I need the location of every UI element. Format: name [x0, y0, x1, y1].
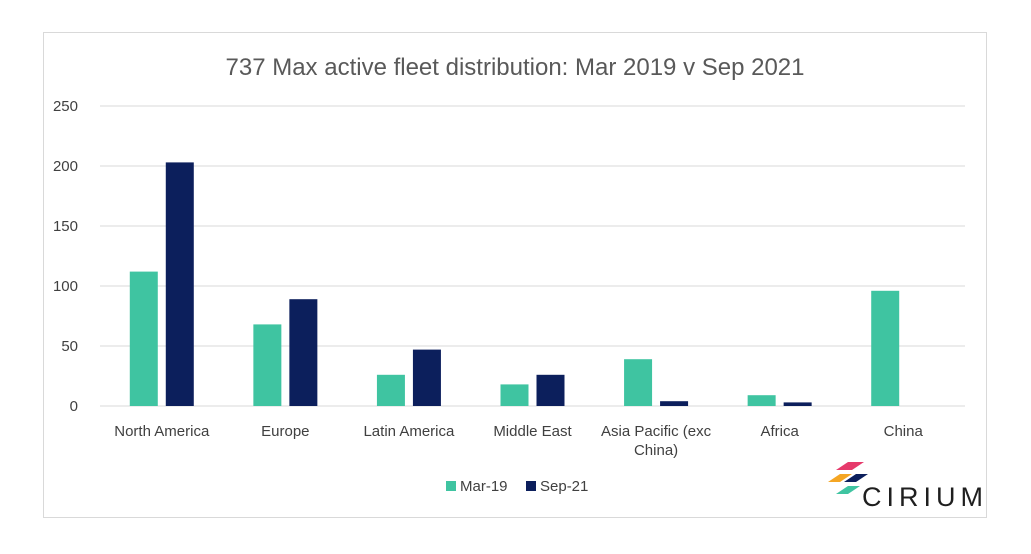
cirium-logo-mark [828, 462, 868, 494]
bar-sep-21-4 [660, 401, 689, 406]
cirium-logo-text: CIRIUM [862, 482, 988, 512]
cirium-logo: CIRIUM [828, 462, 988, 512]
gridlines [100, 105, 965, 407]
x-tick-label-line: Middle East [493, 423, 572, 440]
x-tick-label: North America [114, 423, 210, 440]
bars [129, 162, 900, 406]
logo-shape-red [836, 462, 864, 470]
bar-mar-19-5 [747, 395, 776, 406]
logo-shape-orange [828, 474, 852, 482]
legend-swatch-sep-21 [526, 481, 536, 491]
y-tick-label: 150 [53, 218, 78, 235]
x-tick-label-line: Latin America [363, 423, 455, 440]
logo-shape-teal [836, 486, 860, 494]
bar-sep-21-0 [165, 162, 194, 406]
bar-sep-21-1 [289, 299, 318, 406]
y-tick-label: 250 [53, 98, 78, 115]
x-tick-label: Asia Pacific (exc China) [601, 423, 712, 459]
y-tick-label: 50 [61, 338, 78, 355]
bar-sep-21-3 [536, 374, 565, 406]
bar-mar-19-0 [129, 271, 158, 406]
x-tick-label-line: Africa [760, 423, 799, 440]
x-tick-label-line: China) [634, 442, 678, 459]
x-tick-label: China [884, 423, 924, 440]
bar-mar-19-2 [376, 374, 405, 406]
bar-sep-21-2 [412, 349, 441, 406]
legend-label-mar-19: Mar-19 [460, 478, 508, 495]
y-tick-label: 200 [53, 158, 78, 175]
y-tick-label: 0 [70, 398, 78, 415]
x-tick-label-line: Europe [261, 423, 309, 440]
bar-mar-19-1 [253, 324, 282, 406]
bar-mar-19-3 [500, 384, 529, 406]
x-tick-label-line: North America [114, 423, 210, 440]
y-tick-label: 100 [53, 278, 78, 295]
x-tick-label: Latin America [363, 423, 455, 440]
x-tick-label: Europe [261, 423, 309, 440]
legend: Mar-19 Sep-21 [446, 478, 588, 495]
logo-shape-navy [844, 474, 868, 482]
bar-mar-19-4 [624, 359, 653, 406]
chart-frame [43, 32, 987, 518]
legend-swatch-mar-19 [446, 481, 456, 491]
x-tick-label-line: Asia Pacific (exc [601, 423, 712, 440]
bar-mar-19-6 [871, 290, 900, 406]
x-tick-label: Africa [760, 423, 799, 440]
x-axis-ticks: North America Europe Latin America Middle E… [114, 423, 923, 459]
y-axis-ticks: 0 50 100 150 200 250 [53, 98, 78, 415]
bar-sep-21-5 [783, 402, 812, 406]
x-tick-label: Middle East [493, 423, 572, 440]
x-tick-label-line: China [884, 423, 924, 440]
chart-title: 737 Max active fleet distribution: Mar 2… [226, 54, 805, 81]
legend-label-sep-21: Sep-21 [540, 478, 588, 495]
